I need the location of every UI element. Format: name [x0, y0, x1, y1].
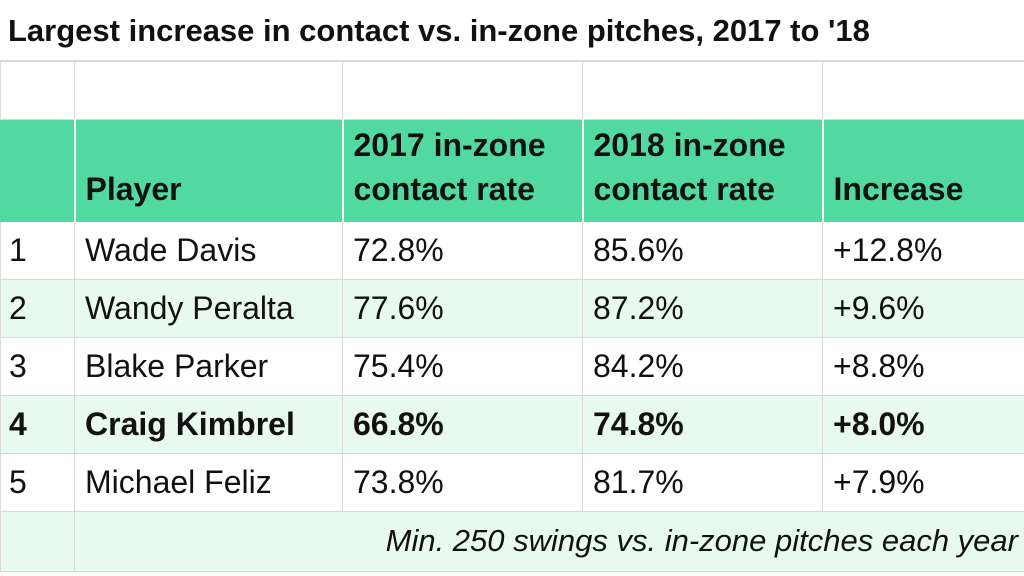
chart-title: Largest increase in contact vs. in-zone … — [0, 0, 1024, 62]
footnote-row: Min. 250 swings vs. in-zone pitches each… — [0, 510, 1024, 572]
header-increase: Increase — [822, 118, 1024, 222]
player-cell: Blake Parker — [74, 336, 343, 396]
rate-2017-cell: 75.4% — [342, 336, 583, 396]
rate-2018-cell: 74.8% — [582, 394, 823, 454]
rate-2017-cell: 77.6% — [342, 278, 583, 338]
rate-2017-cell: 66.8% — [342, 394, 583, 454]
contact-rate-table: Player 2017 in-zone contact rate 2018 in… — [0, 62, 1024, 572]
table-row-highlighted: 4 Craig Kimbrel 66.8% 74.8% +8.0% — [0, 394, 1024, 454]
table-row: 1 Wade Davis 72.8% 85.6% +12.8% — [0, 220, 1024, 280]
table-row: 2 Wandy Peralta 77.6% 87.2% +9.6% — [0, 278, 1024, 338]
rate-2018-cell: 85.6% — [582, 220, 823, 280]
player-cell: Wade Davis — [74, 220, 343, 280]
header-2018-rate: 2018 in-zone contact rate — [582, 118, 824, 222]
increase-cell: +8.0% — [822, 394, 1024, 454]
rate-2017-cell: 73.8% — [342, 452, 583, 512]
rank-cell: 2 — [0, 278, 75, 338]
increase-cell: +7.9% — [822, 452, 1024, 512]
table-row: 5 Michael Feliz 73.8% 81.7% +7.9% — [0, 452, 1024, 512]
rate-2017-cell: 72.8% — [342, 220, 583, 280]
header-row: Player 2017 in-zone contact rate 2018 in… — [0, 118, 1024, 222]
player-cell: Michael Feliz — [74, 452, 343, 512]
rate-2018-cell: 81.7% — [582, 452, 823, 512]
rank-cell: 4 — [0, 394, 75, 454]
rate-2018-cell: 84.2% — [582, 336, 823, 396]
header-2017-rate: 2017 in-zone contact rate — [342, 118, 584, 222]
rank-cell: 5 — [0, 452, 75, 512]
increase-cell: +8.8% — [822, 336, 1024, 396]
header-player: Player — [74, 118, 344, 222]
player-cell: Craig Kimbrel — [74, 394, 343, 454]
player-cell: Wandy Peralta — [74, 278, 343, 338]
spacer-row — [0, 62, 1024, 120]
rank-cell: 1 — [0, 220, 75, 280]
table-row: 3 Blake Parker 75.4% 84.2% +8.8% — [0, 336, 1024, 396]
footnote: Min. 250 swings vs. in-zone pitches each… — [74, 510, 1024, 572]
increase-cell: +12.8% — [822, 220, 1024, 280]
rank-cell: 3 — [0, 336, 75, 396]
increase-cell: +9.6% — [822, 278, 1024, 338]
rate-2018-cell: 87.2% — [582, 278, 823, 338]
header-rank — [0, 118, 76, 222]
